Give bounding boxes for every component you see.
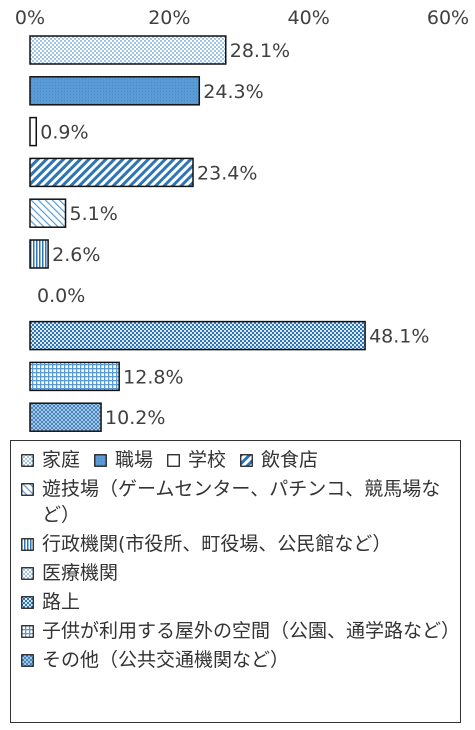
bar [29,320,366,351]
chart-area: 0% 20% 40% 60% 28.1% 24.3% 0.9% 23.4% 5.1% 2.6% 0… [15,7,469,432]
bar [29,402,102,432]
x-tick-label: 40% [288,7,330,29]
legend-swatch [21,596,34,609]
legend-swatch [21,454,34,467]
legend-label: 家庭 [42,449,81,471]
legend-row: 行政機関(市役所、町役場、公民館など） [19,531,454,557]
legend-label: 学校 [188,449,227,471]
bar-value-label: 48.1% [369,326,429,348]
bar-value-label: 5.1% [70,203,118,225]
legend-row: 医療機関 [19,560,454,586]
bar [29,35,227,65]
x-tick-label: 60% [427,7,469,29]
bar-value-label: 2.6% [52,244,100,266]
bar [29,239,49,269]
legend-swatch [94,454,107,467]
bar-value-label: 10.2% [105,407,165,429]
bar-chart: 0% 20% 40% 60% 28.1% 24.3% 0.9% 23.4% 5.1% 2.6% 0… [15,7,469,432]
bar [29,361,120,392]
legend-swatch [21,538,34,551]
legend-row: 遊技場（ゲームセンター、パチンコ、競馬場など） [19,476,454,528]
x-tick-label: 0% [15,7,45,29]
legend-label: その他（公共交通機関など） [42,649,290,671]
bar [29,198,67,228]
legend-label: 行政機関(市役所、町役場、公民館など） [42,533,392,555]
legend-swatch [167,454,180,467]
legend-swatch [21,567,34,580]
bar [29,76,201,106]
bar-value-label: 24.3% [203,81,263,103]
bar [29,157,194,188]
legend-swatch [21,625,34,638]
legend-label: 飲食店 [261,449,319,471]
legend-row: その他（公共交通機関など） [19,647,454,673]
chart-legend: 家庭 職場 学校 飲食店遊技場（ゲームセンター、パチンコ、競馬場など） 行政機関(市役所… [10,440,461,723]
legend-label: 路上 [42,591,81,613]
legend-swatch [240,454,253,467]
legend-label: 遊技場（ゲームセンター、パチンコ、競馬場など） [42,478,441,526]
bar-value-label: 28.1% [230,40,290,62]
legend-row: 子供が利用する屋外の空間（公園、通学路など） [19,618,461,644]
x-tick-label: 20% [148,7,190,29]
bar [29,116,38,147]
bar-value-label: 23.4% [197,162,257,184]
legend-swatch [21,654,34,667]
legend-row: 家庭 職場 学校 飲食店 [19,447,454,473]
legend-row: 路上 [19,589,454,615]
legend-label: 職場 [115,449,154,471]
legend-label: 子供が利用する屋外の空間（公園、通学路など） [42,620,461,642]
legend-label: 医療機関 [42,562,119,584]
bar-value-label: 0.9% [40,122,88,144]
bar-value-label: 0.0% [37,285,85,307]
bar-value-label: 12.8% [123,366,183,388]
legend-swatch [21,483,34,496]
